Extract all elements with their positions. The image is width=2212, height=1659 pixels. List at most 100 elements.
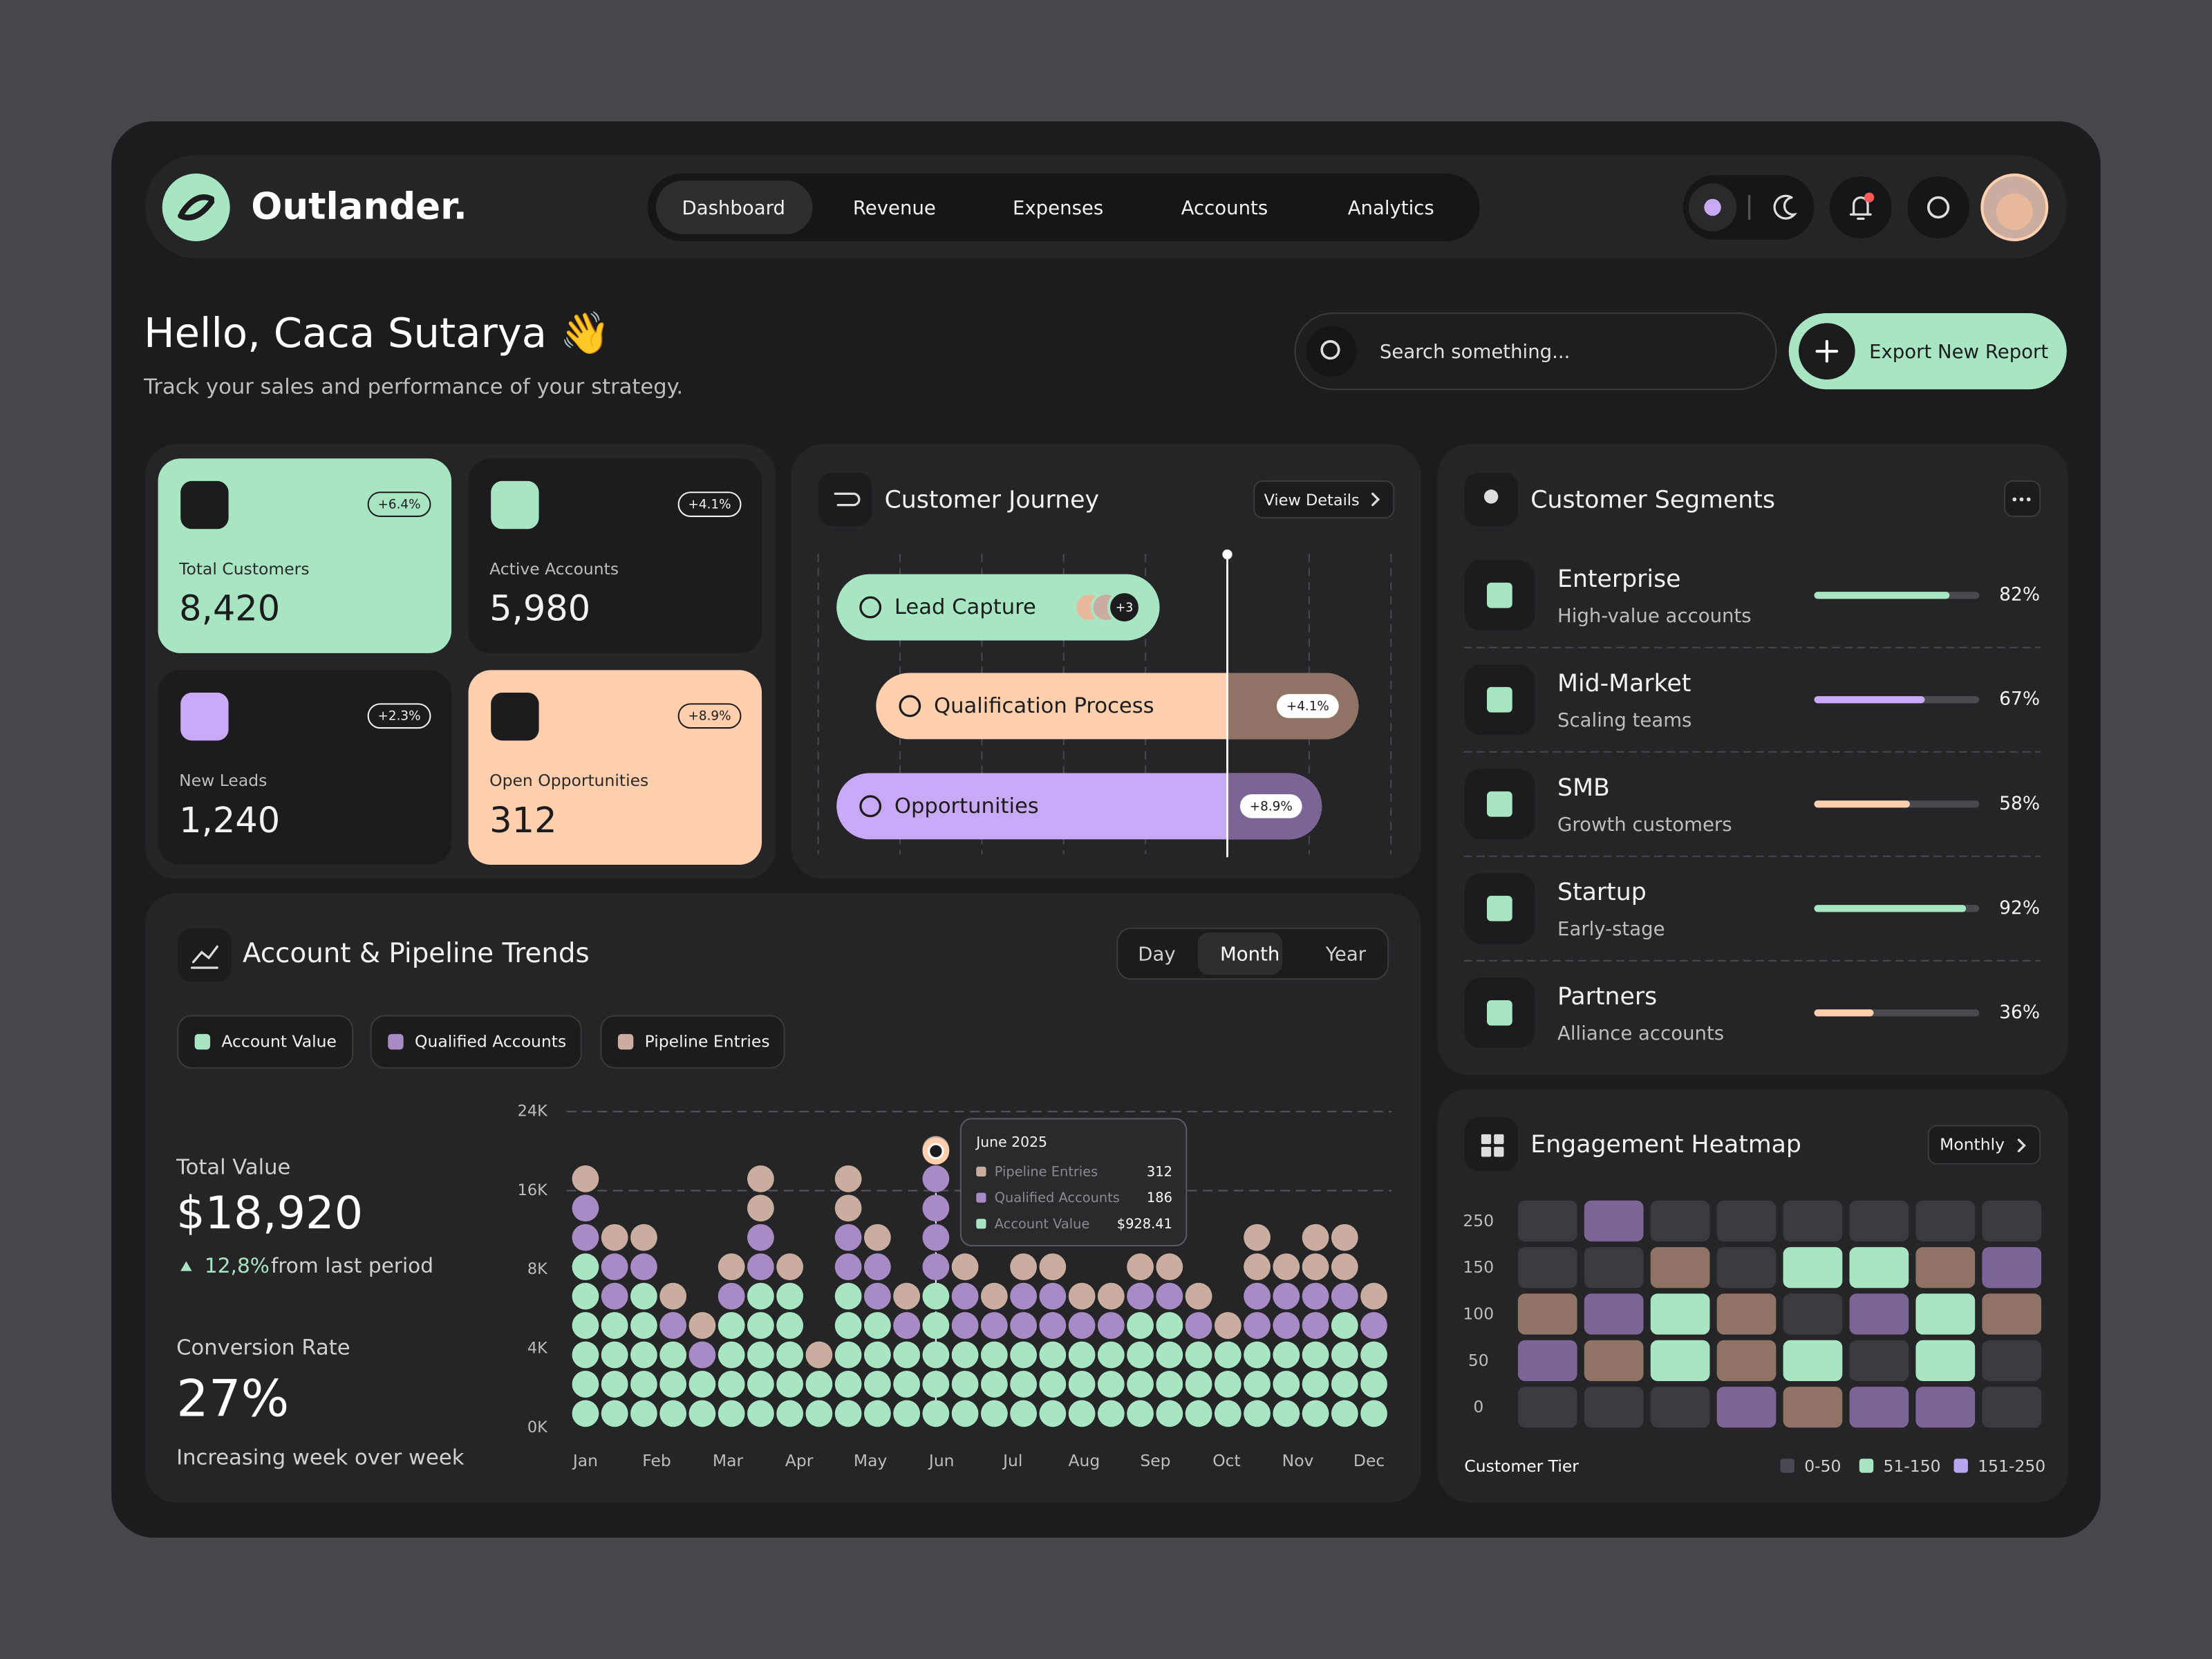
data-dot [718, 1253, 745, 1281]
data-dot [1273, 1312, 1300, 1339]
kpi-icon [491, 480, 539, 529]
data-dot [1302, 1224, 1329, 1251]
data-dot [1068, 1341, 1096, 1369]
data-dot [1097, 1341, 1125, 1369]
kpi-icon [491, 693, 539, 741]
data-dot [1214, 1312, 1241, 1339]
data-dot [718, 1400, 745, 1427]
tooltip-label: Qualified Accounts [995, 1190, 1120, 1206]
sun [1704, 198, 1721, 216]
data-dot [951, 1253, 979, 1281]
period-btn[interactable] [1927, 1125, 2041, 1165]
heatmap-cell [1584, 1387, 1644, 1428]
kpi-change: +8.9% [688, 709, 731, 724]
data-dot [630, 1282, 657, 1310]
data-dot [893, 1371, 921, 1398]
data-dot [572, 1371, 599, 1398]
data-dot [1010, 1371, 1037, 1398]
kpi-card [158, 670, 452, 865]
highlight-core [928, 1143, 944, 1160]
heatmap-cell [1650, 1340, 1710, 1381]
heatmap-cell [1517, 1200, 1577, 1241]
heatmap-cell [1517, 1387, 1577, 1428]
search-box[interactable] [1294, 312, 1777, 391]
nav-item: Analytics [1348, 197, 1434, 219]
export-button[interactable] [1788, 313, 2067, 390]
journey-marker-dot [1222, 549, 1232, 560]
data-dot [630, 1371, 657, 1398]
data-dot [834, 1400, 862, 1427]
data-dot [980, 1282, 1008, 1310]
segment-name: Partners [1557, 983, 1657, 1011]
data-dot [1360, 1312, 1387, 1339]
data-dot [718, 1371, 745, 1398]
data-dot [1273, 1371, 1300, 1398]
stage-change-pill [1239, 794, 1302, 818]
data-dot [1331, 1400, 1358, 1427]
data-dot [718, 1341, 745, 1369]
data-dot [1127, 1371, 1154, 1398]
heatmap-cell [1716, 1293, 1777, 1335]
data-dot [747, 1224, 774, 1251]
bell-btn[interactable] [1829, 176, 1892, 238]
data-dot [1185, 1400, 1212, 1427]
data-dot [776, 1400, 804, 1427]
heatmap-cell [1783, 1247, 1843, 1288]
data-dot [864, 1400, 891, 1427]
period-label: Monthly [1940, 1135, 2005, 1154]
dot [2026, 497, 2031, 502]
heatmap-cell [1584, 1340, 1644, 1381]
data-dot [776, 1341, 804, 1369]
legend-chip [370, 1015, 582, 1069]
logo [162, 174, 230, 241]
data-dot [1068, 1312, 1096, 1339]
data-dot [951, 1371, 979, 1398]
heatmap-cell [1650, 1293, 1710, 1335]
kpi-label: Active Accounts [489, 559, 619, 579]
stage-icon [899, 695, 921, 718]
data-dot [834, 1371, 862, 1398]
data-dot [688, 1312, 716, 1339]
segment-name: Enterprise [1557, 565, 1680, 593]
data-dot [718, 1282, 745, 1310]
chevron [1371, 492, 1380, 507]
heatmap-cell [1517, 1293, 1577, 1335]
view-details[interactable] [1253, 480, 1395, 518]
data-dot [922, 1253, 950, 1281]
data-dot [1039, 1312, 1067, 1339]
segment-percent: 36% [1999, 1002, 2040, 1023]
heatmap-cell [1982, 1293, 2042, 1335]
data-dot [1068, 1400, 1096, 1427]
search-icon-bg [1306, 326, 1358, 377]
heatmap-legend-label: 51-150 [1883, 1456, 1940, 1476]
heatmap-cell [1783, 1200, 1843, 1241]
data-dot [747, 1165, 774, 1192]
segment-percent: 92% [1999, 897, 2040, 919]
kpi-value: 1,240 [179, 800, 280, 841]
data-dot [980, 1341, 1008, 1369]
journey-glyph [834, 492, 861, 507]
data-dot [1039, 1400, 1067, 1427]
settings-btn[interactable] [1907, 176, 1969, 238]
data-dot [1214, 1341, 1241, 1369]
heatmap-cell [1982, 1340, 2042, 1381]
kpi-card [468, 458, 762, 653]
search-placeholder: Search something... [1380, 341, 1571, 363]
segment-bar [1814, 905, 1967, 912]
segment-percent: 82% [1999, 584, 2040, 606]
legend-swatch [388, 1033, 404, 1050]
kpi-change-pill [677, 491, 742, 517]
greeting-title: Hello, Caca Sutarya 👋 [144, 309, 610, 357]
data-dot [1244, 1371, 1271, 1398]
kpi-card [158, 458, 452, 653]
y-axis-label: 0K [527, 1418, 548, 1436]
segment-description: Alliance accounts [1557, 1022, 1724, 1044]
data-dot [922, 1312, 950, 1339]
heatmap-cell [1849, 1387, 1909, 1428]
tooltip-swatch [976, 1219, 986, 1229]
total-value: $18,920 [176, 1187, 363, 1239]
kpi-label: Open Opportunities [489, 771, 648, 790]
data-dot [1331, 1282, 1358, 1310]
greeting-subtitle: Track your sales and performance of your… [143, 375, 683, 400]
